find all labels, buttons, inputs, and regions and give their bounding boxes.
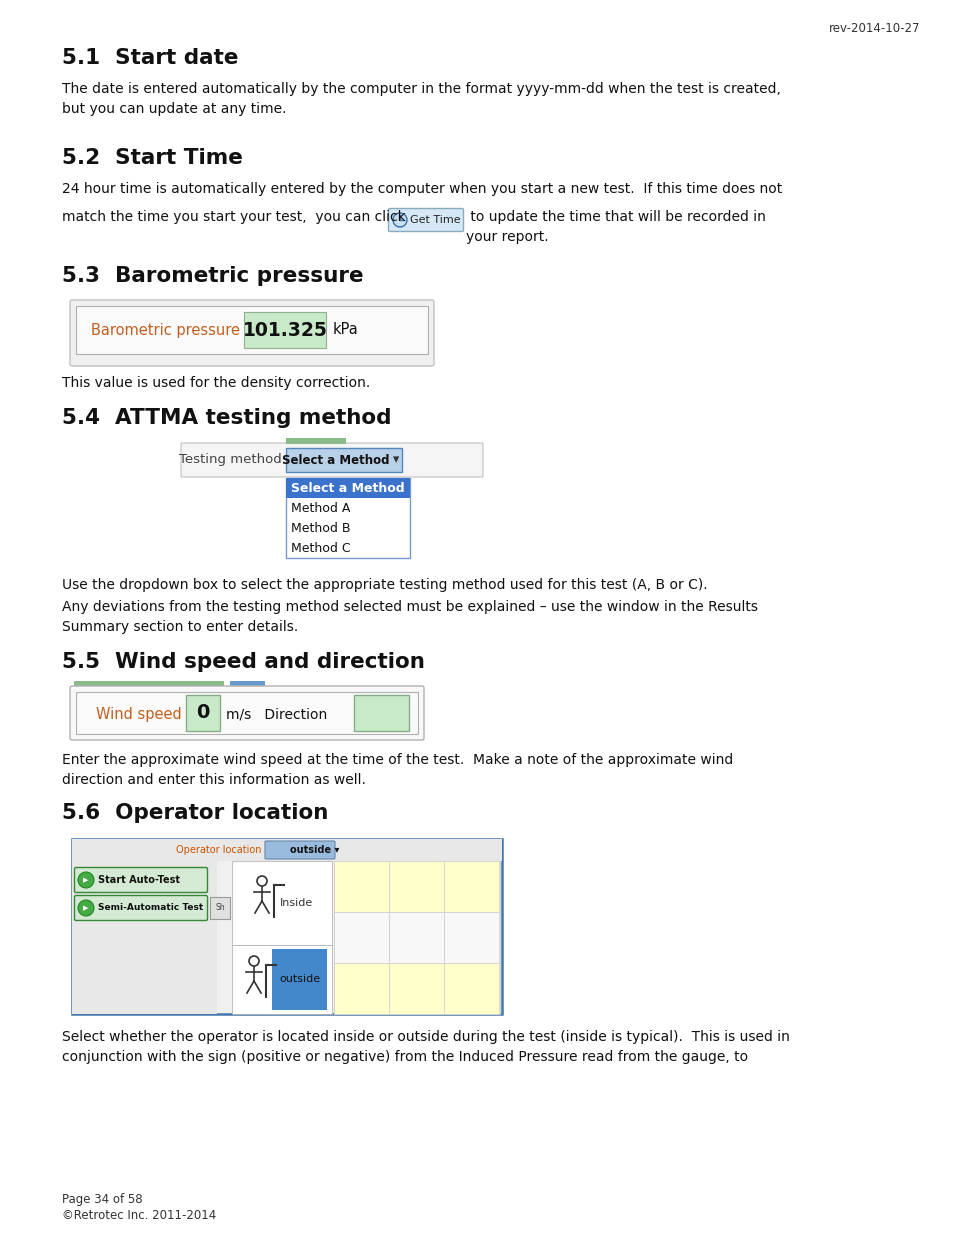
Bar bbox=[210, 897, 230, 919]
Text: outside: outside bbox=[279, 974, 320, 984]
Text: 5.6  Operator location: 5.6 Operator location bbox=[62, 803, 328, 823]
Bar bbox=[286, 438, 346, 445]
Bar bbox=[71, 839, 501, 861]
Text: to update the time that will be recorded in
your report.: to update the time that will be recorded… bbox=[465, 210, 765, 245]
Circle shape bbox=[78, 872, 94, 888]
Text: 101.325: 101.325 bbox=[242, 321, 327, 340]
Text: 5.4  ATTMA testing method: 5.4 ATTMA testing method bbox=[62, 408, 391, 429]
Text: Inside: Inside bbox=[280, 898, 314, 908]
Bar bbox=[76, 692, 417, 734]
Text: Select whether the operator is located inside or outside during the test (inside: Select whether the operator is located i… bbox=[62, 1030, 789, 1065]
Text: Get Time: Get Time bbox=[410, 215, 460, 225]
Text: Sh: Sh bbox=[215, 904, 225, 913]
FancyBboxPatch shape bbox=[74, 895, 208, 920]
Text: Method A: Method A bbox=[291, 501, 350, 515]
FancyBboxPatch shape bbox=[181, 443, 482, 477]
Circle shape bbox=[78, 900, 94, 916]
Text: Select a Method: Select a Method bbox=[282, 453, 390, 467]
Bar bbox=[232, 945, 332, 1014]
Bar bbox=[286, 478, 410, 558]
Text: 24 hour time is automatically entered by the computer when you start a new test.: 24 hour time is automatically entered by… bbox=[62, 182, 781, 196]
Text: ©Retrotec Inc. 2011-2014: ©Retrotec Inc. 2011-2014 bbox=[62, 1209, 216, 1221]
Text: Wind speed: Wind speed bbox=[96, 708, 182, 722]
Text: ▾: ▾ bbox=[393, 453, 398, 467]
Text: match the time you start your test,  you can click: match the time you start your test, you … bbox=[62, 210, 405, 224]
Bar bbox=[443, 911, 498, 963]
Bar bbox=[389, 861, 443, 911]
Text: outside ▾: outside ▾ bbox=[290, 845, 339, 855]
Bar bbox=[232, 861, 332, 945]
Text: m/s   Direction: m/s Direction bbox=[226, 708, 327, 722]
Bar bbox=[389, 911, 443, 963]
Bar bbox=[71, 861, 216, 1014]
Text: Page 34 of 58: Page 34 of 58 bbox=[62, 1193, 143, 1207]
Text: ▶: ▶ bbox=[83, 905, 89, 911]
Bar bbox=[334, 963, 389, 1014]
Bar bbox=[76, 306, 428, 354]
Text: Use the dropdown box to select the appropriate testing method used for this test: Use the dropdown box to select the appro… bbox=[62, 578, 707, 592]
Bar bbox=[334, 861, 499, 911]
Text: Semi-Automatic Test: Semi-Automatic Test bbox=[98, 904, 203, 913]
Text: Method B: Method B bbox=[291, 521, 350, 535]
Bar bbox=[443, 963, 498, 1014]
Text: 5.1  Start date: 5.1 Start date bbox=[62, 48, 238, 68]
Bar bbox=[334, 911, 389, 963]
FancyBboxPatch shape bbox=[70, 685, 423, 740]
Text: 5.2  Start Time: 5.2 Start Time bbox=[62, 148, 243, 168]
Text: Method C: Method C bbox=[291, 541, 351, 555]
Text: The date is entered automatically by the computer in the format yyyy-mm-dd when : The date is entered automatically by the… bbox=[62, 82, 781, 116]
FancyBboxPatch shape bbox=[388, 209, 463, 231]
Text: Operator location: Operator location bbox=[176, 845, 262, 855]
Bar bbox=[230, 680, 265, 688]
Circle shape bbox=[393, 212, 407, 227]
Bar bbox=[286, 448, 401, 472]
FancyBboxPatch shape bbox=[265, 841, 335, 860]
Text: ▶: ▶ bbox=[83, 877, 89, 883]
Text: Testing method: Testing method bbox=[179, 453, 282, 467]
Text: Start Auto-Test: Start Auto-Test bbox=[98, 876, 180, 885]
FancyBboxPatch shape bbox=[70, 300, 434, 366]
Bar bbox=[71, 839, 501, 1014]
Bar bbox=[334, 963, 499, 1014]
Text: Select a Method: Select a Method bbox=[291, 482, 404, 494]
Text: Any deviations from the testing method selected must be explained – use the wind: Any deviations from the testing method s… bbox=[62, 600, 758, 634]
Text: 5.5  Wind speed and direction: 5.5 Wind speed and direction bbox=[62, 652, 424, 672]
Text: Barometric pressure: Barometric pressure bbox=[91, 322, 240, 337]
FancyBboxPatch shape bbox=[74, 867, 208, 893]
Bar bbox=[74, 680, 224, 688]
Text: Enter the approximate wind speed at the time of the test.  Make a note of the ap: Enter the approximate wind speed at the … bbox=[62, 753, 733, 787]
Text: This value is used for the density correction.: This value is used for the density corre… bbox=[62, 375, 370, 390]
Bar bbox=[389, 963, 443, 1014]
Bar bbox=[443, 861, 498, 911]
Bar bbox=[334, 861, 389, 911]
Bar bbox=[286, 478, 410, 498]
Bar bbox=[334, 911, 499, 963]
Bar bbox=[354, 695, 409, 731]
Text: rev-2014-10-27: rev-2014-10-27 bbox=[827, 22, 919, 35]
Text: 0: 0 bbox=[196, 704, 210, 722]
Bar bbox=[186, 695, 220, 731]
Text: kPa: kPa bbox=[333, 322, 358, 337]
Text: 5.3  Barometric pressure: 5.3 Barometric pressure bbox=[62, 266, 363, 287]
Bar bbox=[272, 948, 327, 1010]
Bar bbox=[244, 312, 326, 348]
